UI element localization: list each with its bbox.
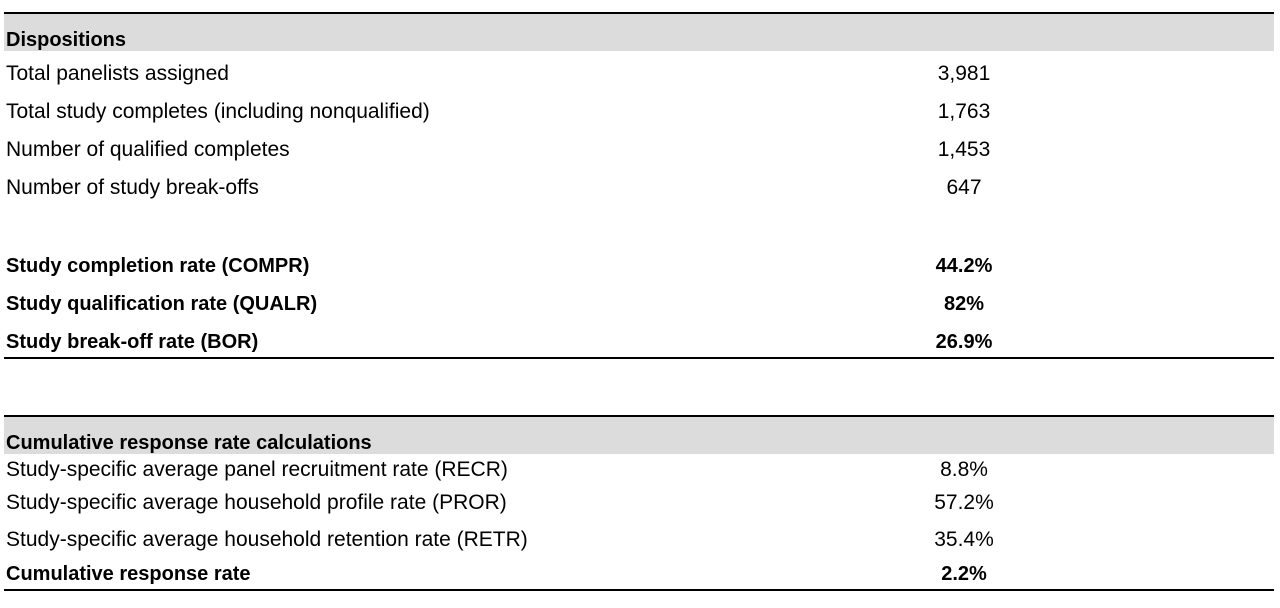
row-label: Study-specific average household profile… (6, 491, 507, 514)
table-top-rule (4, 415, 1274, 417)
row-label: Cumulative response rate (6, 563, 251, 585)
row-value: 8.8% (940, 458, 988, 481)
row-value: 82% (943, 293, 985, 315)
row-value: 44.2% (935, 255, 993, 277)
row-value: 57.2% (934, 491, 994, 514)
row-value: 1,453 (937, 138, 991, 161)
row-value: 35.4% (934, 528, 994, 551)
cumulative-response-table: Cumulative response rate calculations St… (4, 415, 1274, 593)
row-value: 1,763 (937, 100, 991, 123)
table-row: Number of qualified completes 1,453 (4, 135, 1274, 165)
table-row: Total study completes (including nonqual… (4, 97, 1274, 127)
table-row: Study-specific average household retenti… (4, 525, 1274, 555)
row-value: 2.2% (941, 563, 987, 585)
table-row: Total panelists assigned 3,981 (4, 59, 1274, 89)
row-value: 26.9% (935, 331, 993, 353)
row-value: 647 (946, 176, 982, 199)
table-row-summary: Study completion rate (COMPR) 44.2% (4, 251, 1274, 281)
table-top-rule (4, 12, 1274, 14)
section-header-label: Dispositions (6, 29, 127, 51)
row-label: Study-specific average household retenti… (6, 528, 528, 551)
row-label: Study-specific average panel recruitment… (6, 458, 508, 481)
row-label: Total panelists assigned (6, 62, 229, 85)
dispositions-table: Dispositions Total panelists assigned 3,… (4, 12, 1274, 360)
table-row-summary: Study break-off rate (BOR) 26.9% (4, 327, 1274, 357)
row-label: Number of qualified completes (6, 138, 290, 161)
row-label: Total study completes (including nonqual… (6, 100, 430, 123)
table-row: Study-specific average household profile… (4, 488, 1274, 518)
table-row-summary: Cumulative response rate 2.2% (4, 559, 1274, 589)
section-header: Cumulative response rate calculations (4, 417, 1274, 454)
table-bottom-rule (4, 589, 1274, 591)
row-label: Study qualification rate (QUALR) (6, 293, 318, 315)
table-row: Study-specific average panel recruitment… (4, 455, 1274, 485)
row-value: 3,981 (937, 62, 991, 85)
section-header: Dispositions (4, 14, 1274, 51)
table-row-summary: Study qualification rate (QUALR) 82% (4, 289, 1274, 319)
row-label: Number of study break-offs (6, 176, 259, 199)
table-row: Number of study break-offs 647 (4, 173, 1274, 203)
row-label: Study break-off rate (BOR) (6, 331, 259, 353)
section-header-label: Cumulative response rate calculations (6, 432, 372, 454)
table-bottom-rule (4, 357, 1274, 359)
row-label: Study completion rate (COMPR) (6, 255, 310, 277)
